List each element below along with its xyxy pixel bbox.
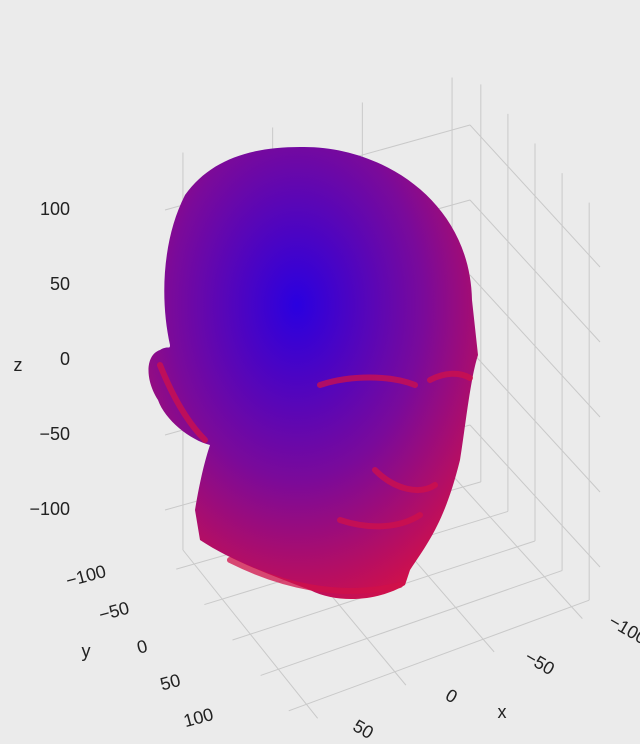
y-axis-title: y bbox=[82, 641, 91, 661]
mesh bbox=[148, 146, 478, 600]
z-tick-label: 100 bbox=[40, 199, 70, 219]
grid-line bbox=[260, 570, 563, 676]
grid-line bbox=[288, 599, 590, 712]
face-feature bbox=[157, 362, 208, 443]
y-tick-label: 0 bbox=[135, 636, 150, 658]
face-feature bbox=[317, 374, 418, 388]
z-tick-label: 0 bbox=[60, 349, 70, 369]
z-tick-label: −50 bbox=[39, 424, 70, 444]
z-axis-title: z bbox=[14, 355, 23, 375]
face-feature bbox=[372, 467, 438, 493]
face-feature bbox=[227, 557, 403, 594]
x-axis-title: x bbox=[498, 702, 507, 722]
z-tick-label: 50 bbox=[50, 274, 70, 294]
z-tick-label: −100 bbox=[29, 499, 70, 519]
face-feature bbox=[337, 512, 423, 530]
face-feature bbox=[427, 370, 473, 383]
